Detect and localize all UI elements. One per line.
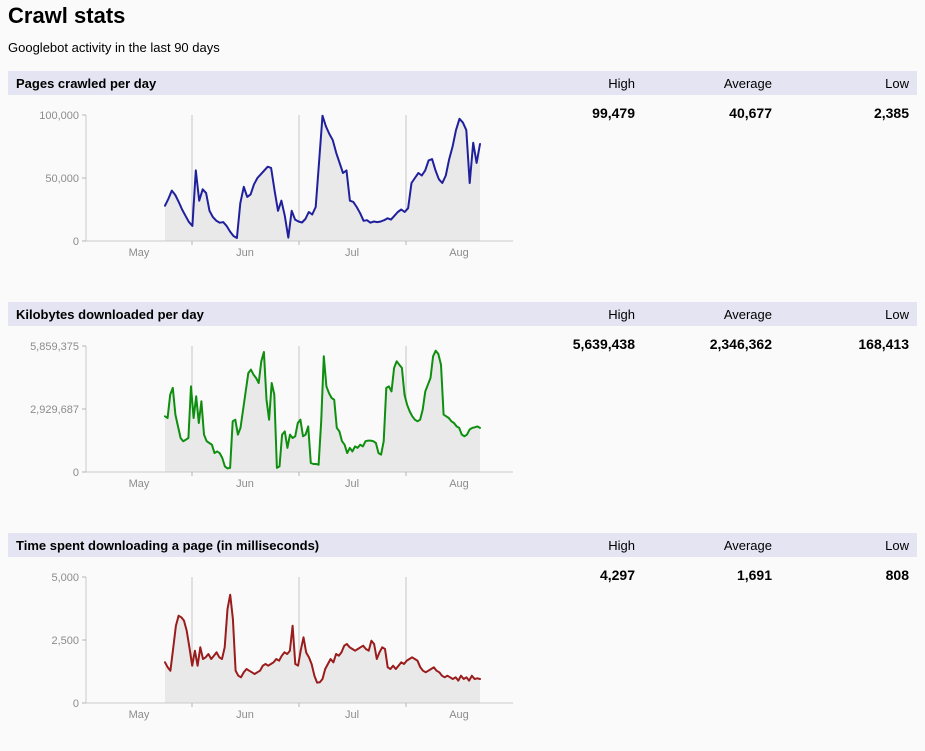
area-fill: [165, 594, 480, 703]
y-tick-label: 2,500: [51, 635, 79, 647]
section-pages-crawled: Pages crawled per day High Average Low 9…: [8, 71, 917, 275]
y-tick-label: 0: [73, 698, 79, 710]
column-header-high: High: [608, 537, 635, 553]
series-line: [164, 114, 481, 239]
section-header: Kilobytes downloaded per day High Averag…: [8, 302, 917, 326]
x-tick-label: Aug: [449, 247, 469, 259]
x-tick-label: Jun: [236, 709, 254, 721]
section-title: Time spent downloading a page (in millis…: [16, 537, 320, 553]
x-tick-label: Aug: [449, 478, 469, 490]
section-header: Time spent downloading a page (in millis…: [8, 533, 917, 557]
time-spent-chart-svg: 0 2,500 5,000 May Jun Jul Aug: [51, 572, 513, 721]
time-spent-chart: 0 2,500 5,000 May Jun Jul Aug: [8, 557, 528, 737]
stat-low: 2,385: [873, 105, 909, 121]
y-tick-label: 5,000: [51, 572, 79, 584]
y-tick-label: 0: [73, 467, 79, 479]
column-header-high: High: [608, 306, 635, 322]
stat-average: 40,677: [729, 105, 772, 121]
x-tick-label: May: [129, 478, 150, 490]
stats-row: 99,479 40,677 2,385: [498, 105, 909, 121]
x-tick-label: Jul: [345, 247, 359, 259]
x-tick-label: Jun: [236, 478, 254, 490]
series-line: [164, 349, 481, 470]
y-tick-label: 100,000: [39, 110, 79, 122]
column-header-low: Low: [885, 306, 909, 322]
x-tick-label: Jul: [345, 478, 359, 490]
stat-low: 168,413: [858, 336, 909, 352]
x-tick-label: Jun: [236, 247, 254, 259]
column-header-low: Low: [885, 75, 909, 91]
stat-high: 4,297: [599, 567, 635, 583]
page-title: Crawl stats: [8, 3, 126, 28]
pages-crawled-chart-svg: 0 50,000 100,000 May Jun Jul Aug: [39, 110, 513, 259]
area-fill: [165, 115, 480, 241]
kilobytes-downloaded-chart: 0 2,929,687 5,859,375 May Jun Jul Aug: [8, 326, 528, 506]
column-header-average: Average: [723, 537, 772, 553]
stat-low: 808: [885, 567, 909, 583]
section-time-spent: Time spent downloading a page (in millis…: [8, 533, 917, 737]
column-header-low: Low: [885, 537, 909, 553]
y-tick-label: 0: [73, 236, 79, 248]
section-title: Kilobytes downloaded per day: [16, 306, 204, 322]
x-tick-label: Jul: [345, 709, 359, 721]
x-tick-label: Aug: [449, 709, 469, 721]
section-title: Pages crawled per day: [16, 75, 157, 91]
stat-high: 99,479: [592, 105, 635, 121]
page-subtitle: Googlebot activity in the last 90 days: [8, 40, 220, 55]
pages-crawled-chart: 0 50,000 100,000 May Jun Jul Aug: [8, 95, 528, 275]
series-line: [164, 593, 481, 684]
stat-high: 5,639,438: [572, 336, 635, 352]
y-tick-label: 50,000: [45, 173, 79, 185]
column-header-high: High: [608, 75, 635, 91]
column-header-average: Average: [723, 306, 772, 322]
kilobytes-downloaded-chart-svg: 0 2,929,687 5,859,375 May Jun Jul Aug: [30, 341, 513, 490]
y-tick-label: 2,929,687: [30, 404, 79, 416]
stat-average: 1,691: [736, 567, 772, 583]
stats-row: 4,297 1,691 808: [498, 567, 909, 583]
stats-row: 5,639,438 2,346,362 168,413: [498, 336, 909, 352]
y-tick-label: 5,859,375: [30, 341, 79, 353]
section-header: Pages crawled per day High Average Low: [8, 71, 917, 95]
section-kilobytes-downloaded: Kilobytes downloaded per day High Averag…: [8, 302, 917, 506]
x-tick-label: May: [129, 247, 150, 259]
column-header-average: Average: [723, 75, 772, 91]
x-tick-label: May: [129, 709, 150, 721]
stat-average: 2,346,362: [709, 336, 772, 352]
